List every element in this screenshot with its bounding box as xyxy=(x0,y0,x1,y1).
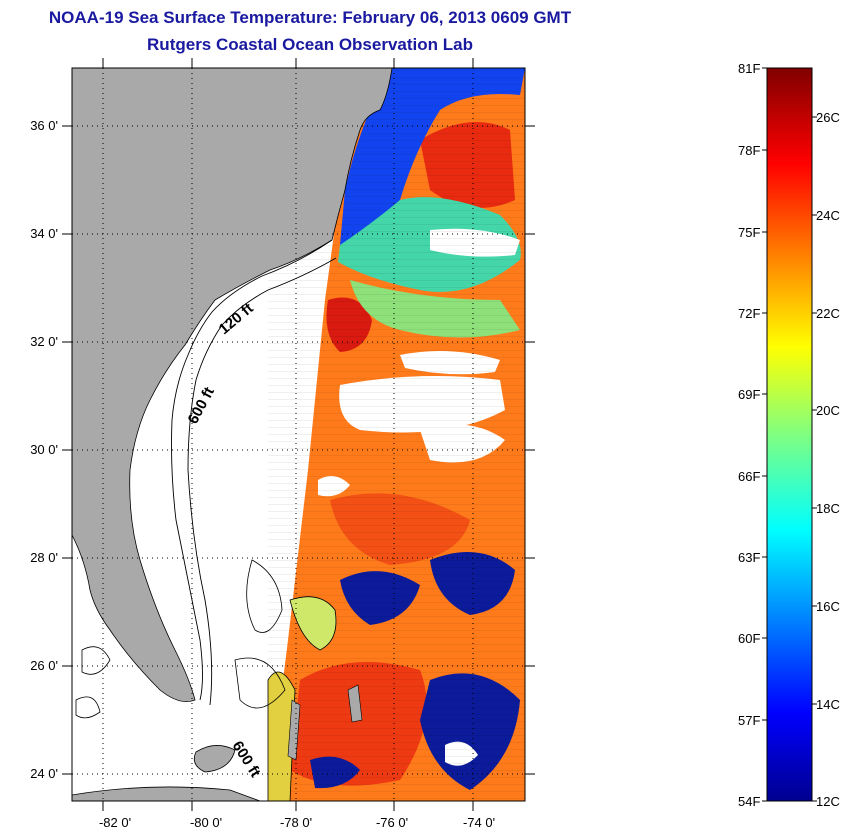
island xyxy=(193,745,236,773)
colorbar-label-f: 66F xyxy=(738,469,761,484)
colorbar-label-f: 81F xyxy=(738,61,761,76)
colorbar-ticks xyxy=(762,67,817,802)
colorbar-label-f: 54F xyxy=(738,794,761,809)
colorbar-label-f: 69F xyxy=(738,387,761,402)
colorbar-label-c: 24C xyxy=(816,208,840,223)
contour-120ft xyxy=(171,239,333,701)
contour-600ft xyxy=(187,257,337,706)
island xyxy=(347,684,363,723)
map-gridlines xyxy=(72,68,525,801)
plot-frame xyxy=(71,67,526,802)
contour-shelf xyxy=(81,646,111,675)
bahamas-bank xyxy=(267,671,296,801)
colorbar-label-c: 16C xyxy=(816,599,840,614)
chart-title: NOAA-19 Sea Surface Temperature: Februar… xyxy=(48,8,572,27)
colorbar-label-c: 22C xyxy=(816,306,840,321)
lon-tick-label: -78 0' xyxy=(279,815,313,830)
lat-tick-label: 36 0' xyxy=(30,118,58,133)
colorbar-label-f: 72F xyxy=(738,306,761,321)
colorbar-label-f: 57F xyxy=(738,713,761,728)
lon-tick-label: -76 0' xyxy=(375,815,409,830)
colorbar-label-c: 26C xyxy=(816,110,840,125)
island xyxy=(287,699,301,761)
lat-tick-label: 32 0' xyxy=(30,334,58,349)
lake-okeechobee xyxy=(158,592,178,616)
colorbar-label-f: 78F xyxy=(738,143,761,158)
chart-subtitle: Rutgers Coastal Ocean Observation Lab xyxy=(147,35,473,54)
lon-tick-label: -74 0' xyxy=(462,815,496,830)
colorbar-label-c: 20C xyxy=(816,403,840,418)
axis-ticks xyxy=(62,58,535,811)
colorbar-label-c: 18C xyxy=(816,501,840,516)
colorbar-label-f: 60F xyxy=(738,631,761,646)
colorbar-label-f: 63F xyxy=(738,550,761,565)
bahamas-bank xyxy=(289,596,337,651)
cuba-land xyxy=(72,786,261,801)
lat-tick-label: 28 0' xyxy=(30,550,58,565)
lat-tick-label: 30 0' xyxy=(30,442,58,457)
colorbar-label-c: 14C xyxy=(816,697,840,712)
contour-bank xyxy=(246,559,283,633)
contour-shelf xyxy=(75,696,101,719)
land-mass xyxy=(72,68,393,703)
lat-tick-label: 26 0' xyxy=(30,658,58,673)
colorbar-label-c: 12C xyxy=(816,794,840,809)
colorbar xyxy=(766,67,813,802)
contour-bank xyxy=(234,657,286,709)
lon-tick-label: -80 0' xyxy=(189,815,223,830)
lon-tick-label: -82 0' xyxy=(98,815,132,830)
lat-tick-label: 24 0' xyxy=(30,766,58,781)
colorbar-label-f: 75F xyxy=(738,225,761,240)
lat-tick-label: 34 0' xyxy=(30,226,58,241)
